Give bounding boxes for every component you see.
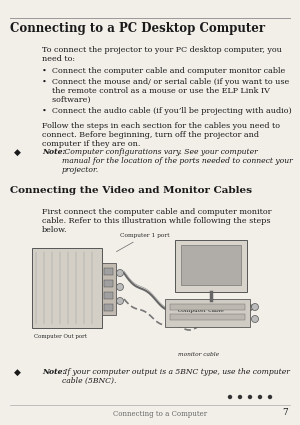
Text: 7: 7 xyxy=(282,408,288,417)
Text: Follow the steps in each section for the cables you need to
connect. Before begi: Follow the steps in each section for the… xyxy=(42,122,280,148)
Circle shape xyxy=(251,303,259,311)
Text: computer cable: computer cable xyxy=(178,308,224,313)
FancyBboxPatch shape xyxy=(104,292,113,299)
Text: monitor cable: monitor cable xyxy=(178,352,219,357)
Text: Computer configurations vary. See your computer
manual for the location of the p: Computer configurations vary. See your c… xyxy=(62,148,293,174)
FancyBboxPatch shape xyxy=(170,304,245,310)
Circle shape xyxy=(251,315,259,323)
Text: Connecting the Video and Monitor Cables: Connecting the Video and Monitor Cables xyxy=(10,186,252,195)
Text: •  Connect the computer cable and computer monitor cable: • Connect the computer cable and compute… xyxy=(42,67,285,75)
FancyBboxPatch shape xyxy=(181,245,241,285)
Circle shape xyxy=(268,395,272,399)
FancyBboxPatch shape xyxy=(104,304,113,311)
FancyBboxPatch shape xyxy=(170,314,245,320)
Text: If your computer output is a 5BNC type, use the computer
cable (5BNC).: If your computer output is a 5BNC type, … xyxy=(62,368,290,385)
Circle shape xyxy=(248,395,252,399)
FancyBboxPatch shape xyxy=(104,268,113,275)
Text: Computer Out port: Computer Out port xyxy=(34,334,87,339)
FancyBboxPatch shape xyxy=(102,263,116,315)
Text: Note:: Note: xyxy=(42,368,65,376)
Text: First connect the computer cable and computer monitor
cable. Refer to this illus: First connect the computer cable and com… xyxy=(42,208,272,235)
FancyBboxPatch shape xyxy=(175,240,247,292)
Text: •  Connect the audio cable (if you’ll be projecting with audio): • Connect the audio cable (if you’ll be … xyxy=(42,107,292,115)
Text: Computer 1 port: Computer 1 port xyxy=(116,233,170,252)
Text: ◆: ◆ xyxy=(14,368,21,377)
Circle shape xyxy=(116,269,124,277)
Text: Connecting to a Computer: Connecting to a Computer xyxy=(113,410,207,418)
Text: To connect the projector to your PC desktop computer, you
need to:: To connect the projector to your PC desk… xyxy=(42,46,282,63)
Text: •  Connect the mouse and/ or serial cable (if you want to use: • Connect the mouse and/ or serial cable… xyxy=(42,78,289,86)
FancyBboxPatch shape xyxy=(32,248,102,328)
Text: Note:: Note: xyxy=(42,148,65,156)
Text: software): software) xyxy=(42,96,91,104)
Text: the remote control as a mouse or use the ELP Link IV: the remote control as a mouse or use the… xyxy=(42,87,270,95)
FancyBboxPatch shape xyxy=(104,280,113,287)
FancyBboxPatch shape xyxy=(165,299,250,327)
Circle shape xyxy=(228,395,232,399)
Text: ◆: ◆ xyxy=(14,148,21,157)
Text: Connecting to a PC Desktop Computer: Connecting to a PC Desktop Computer xyxy=(10,22,265,35)
Circle shape xyxy=(116,283,124,291)
Circle shape xyxy=(238,395,242,399)
Circle shape xyxy=(258,395,262,399)
Circle shape xyxy=(116,298,124,304)
